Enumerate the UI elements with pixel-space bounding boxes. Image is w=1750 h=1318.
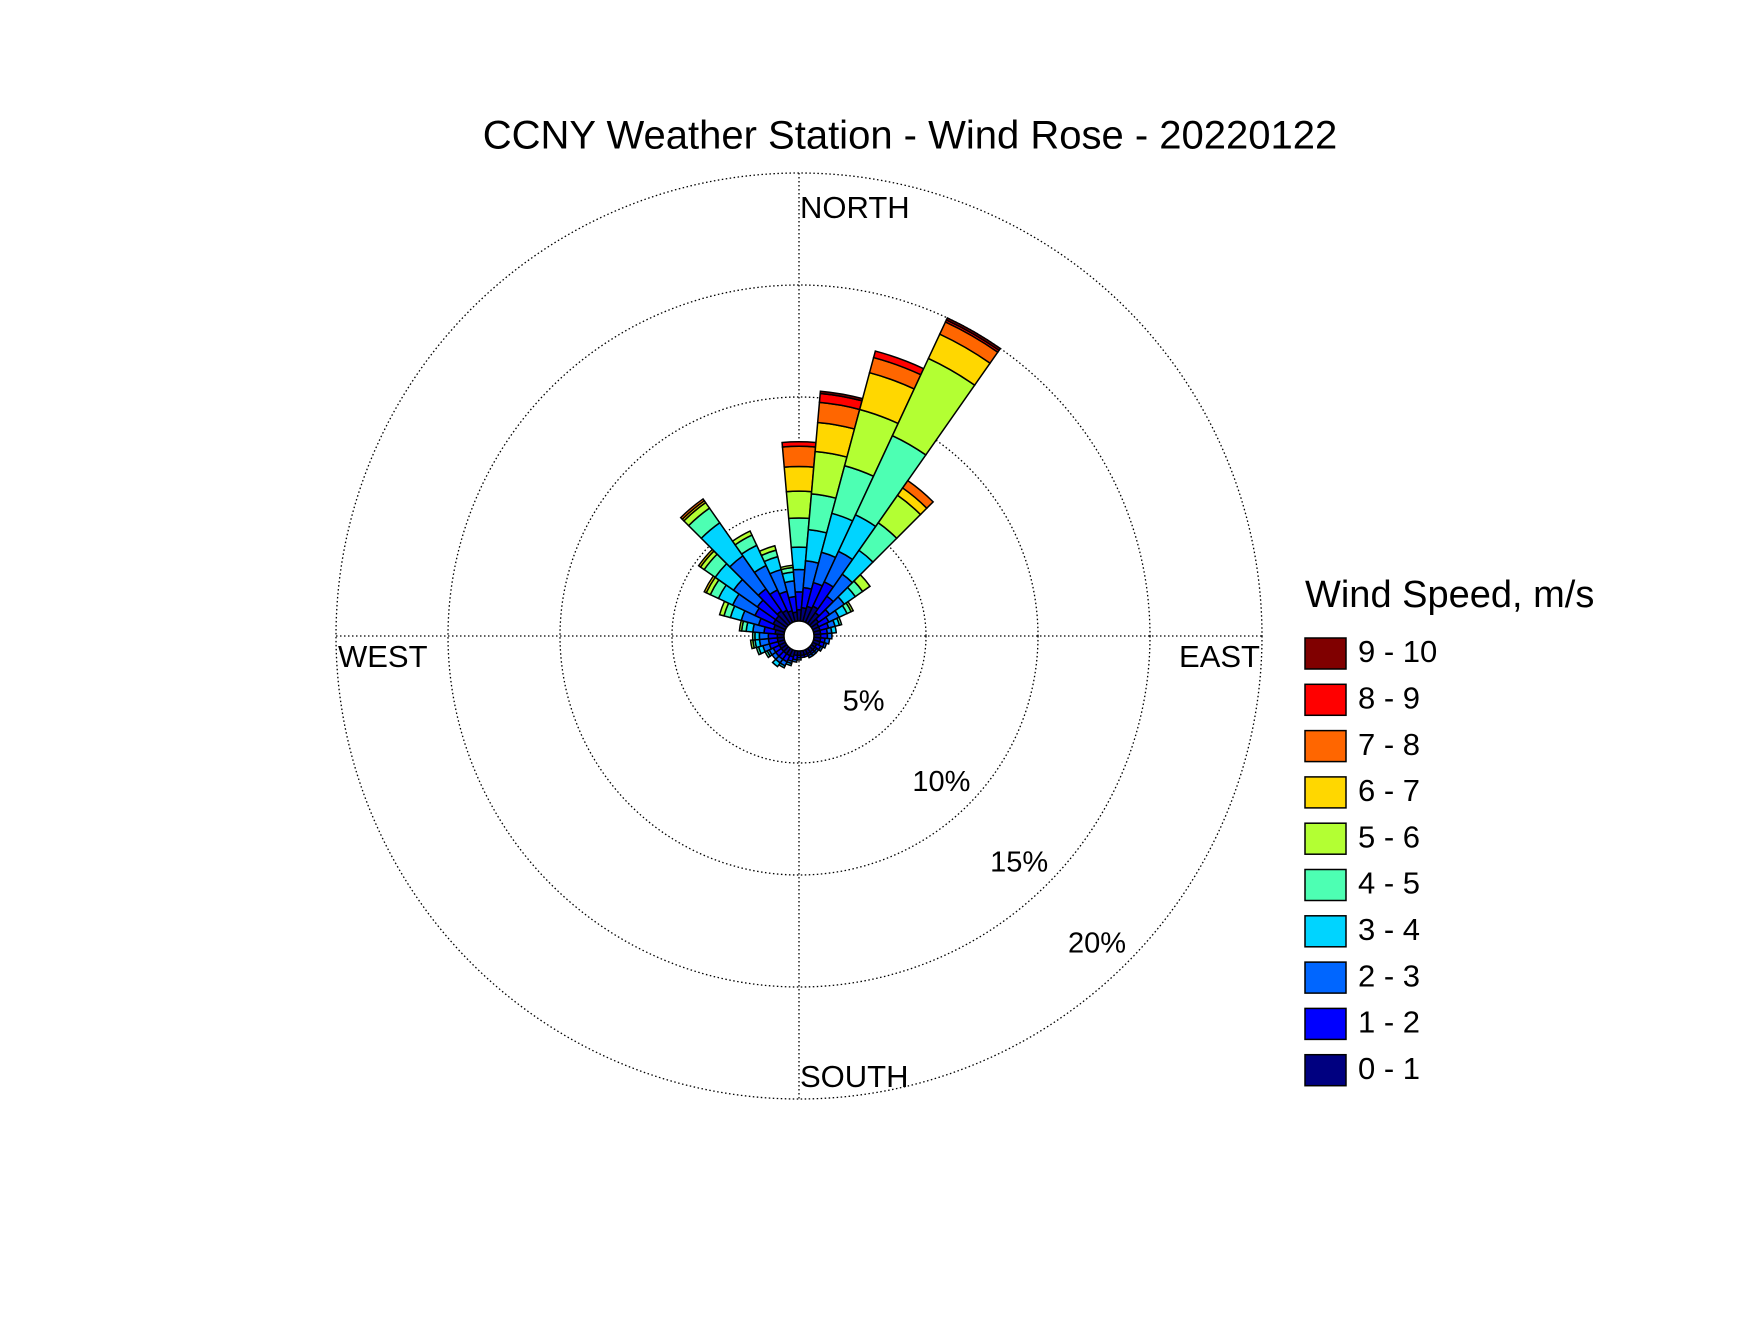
legend-label: 1 - 2 xyxy=(1358,1005,1420,1040)
legend-swatch xyxy=(1305,916,1346,947)
legend-label: 4 - 5 xyxy=(1358,866,1420,901)
radial-tick-label: 15% xyxy=(990,847,1048,879)
legend-swatch xyxy=(1305,1008,1346,1039)
legend-label: 2 - 3 xyxy=(1358,958,1420,993)
legend-label: 6 - 7 xyxy=(1358,773,1420,808)
radial-tick-label: 5% xyxy=(843,686,885,718)
legend-title: Wind Speed, m/s xyxy=(1305,574,1594,616)
legend-label: 9 - 10 xyxy=(1358,634,1437,669)
legend-swatch xyxy=(1305,731,1346,762)
legend-swatch xyxy=(1305,777,1346,808)
wedge xyxy=(831,626,836,633)
legend-swatch xyxy=(1305,638,1346,669)
compass-label: EAST xyxy=(1179,639,1260,674)
legend-label: 0 - 1 xyxy=(1358,1051,1420,1086)
compass-label: WEST xyxy=(338,639,428,674)
bars xyxy=(681,318,1001,668)
wedge xyxy=(782,442,816,447)
legend-label: 8 - 9 xyxy=(1358,680,1420,715)
wedge xyxy=(789,518,810,547)
wedge xyxy=(784,466,814,491)
center-hole xyxy=(784,621,814,651)
legend-swatch xyxy=(1305,870,1346,901)
legend-label: 5 - 6 xyxy=(1358,819,1420,854)
overlay: NORTH SOUTH WEST EAST 5% 10% 15% 20% 0 - 1 1 - 2 2… xyxy=(338,190,1437,1094)
chart-title: CCNY Weather Station - Wind Rose - 20220… xyxy=(483,114,1338,158)
legend-label: 3 - 4 xyxy=(1358,912,1420,947)
legend-swatch xyxy=(1305,1055,1346,1086)
radial-tick-label: 20% xyxy=(1068,927,1126,959)
legend-label: 7 - 8 xyxy=(1358,727,1420,762)
wedge xyxy=(782,446,815,467)
wedge xyxy=(751,640,755,649)
legend-swatch xyxy=(1305,684,1346,715)
wedge xyxy=(786,491,811,518)
compass-label: NORTH xyxy=(800,190,910,225)
wedge xyxy=(753,632,755,640)
legend-swatch xyxy=(1305,823,1346,854)
legend-swatch xyxy=(1305,962,1346,993)
compass-label: SOUTH xyxy=(800,1059,909,1094)
radial-tick-label: 10% xyxy=(912,766,970,798)
